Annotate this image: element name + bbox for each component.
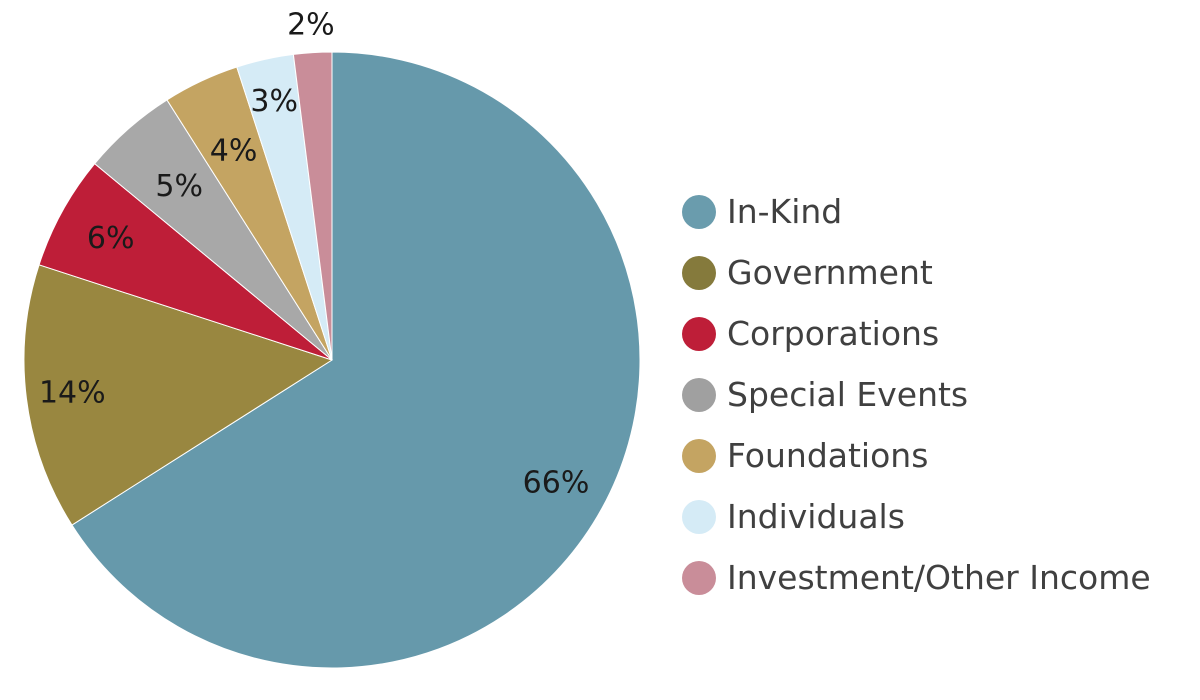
slice-value-label-special-events: 5%: [155, 169, 203, 204]
legend: In-Kind Government Corporations Special Eve…: [682, 181, 1151, 608]
pie-slice-in-kind: [71, 51, 641, 669]
legend-label: Investment/Other Income: [727, 558, 1151, 597]
legend-item-individuals: Individuals: [682, 486, 1151, 547]
legend-swatch: [682, 438, 716, 473]
legend-swatch: [682, 560, 716, 595]
legend-label: Corporations: [727, 314, 940, 353]
legend-swatch: [682, 255, 716, 290]
legend-swatch: [682, 194, 716, 229]
legend-swatch: [682, 499, 716, 534]
legend-item-government: Government: [682, 242, 1151, 303]
legend-item-special-events: Special Events: [682, 364, 1151, 425]
legend-item-investment-other-income: Investment/Other Income: [682, 547, 1151, 608]
legend-label: Government: [727, 253, 933, 292]
pie-chart: 66% 14% 6% 5%4% 3% 2%: [23, 7, 641, 669]
pie-slice-government: [23, 264, 334, 526]
legend-label: In-Kind: [727, 192, 843, 231]
legend-label: Individuals: [727, 497, 905, 536]
slice-value-label-corporations: 6%: [87, 221, 135, 256]
slice-value-label-in-kind: 66%: [523, 466, 590, 501]
legend-label: Special Events: [727, 375, 969, 414]
legend-item-in-kind: In-Kind: [682, 181, 1151, 242]
slice-value-label-foundations: 4%: [210, 134, 258, 169]
slice-value-label-government: 14%: [39, 375, 106, 410]
legend-swatch: [682, 377, 716, 412]
legend-label: Foundations: [727, 436, 929, 475]
legend-item-foundations: Foundations: [682, 425, 1151, 486]
legend-swatch: [682, 316, 716, 351]
pie-slice-investment-other-income: [292, 51, 333, 361]
slice-value-label-individuals: 3%: [250, 84, 298, 119]
legend-item-corporations: Corporations: [682, 303, 1151, 364]
slice-value-label-investment-other-income: 2%: [287, 7, 335, 42]
pie-slice-labels: 66% 14% 6% 5%4% 3% 2%: [39, 7, 589, 500]
pie-slices: [23, 51, 641, 669]
